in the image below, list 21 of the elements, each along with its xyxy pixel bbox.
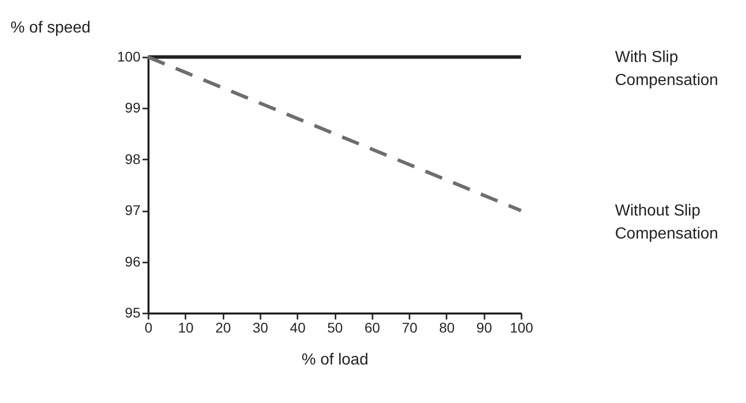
x-tick-label: 80 [439,320,455,336]
x-tick-label: 100 [510,320,534,336]
x-tick-label: 90 [476,320,492,336]
x-tick-label: 30 [252,320,268,336]
text: Without Slip Compensation [615,202,718,243]
x-axis-title: % of load [302,352,368,368]
x-tick-label: 50 [327,320,343,336]
x-tick-label: 40 [290,320,306,336]
x-tick-label: 10 [178,320,194,336]
y-tick-label: 98 [124,150,141,167]
x-tick-label: 20 [215,320,232,336]
y-tick-label: 97 [124,202,141,218]
x-tick-label: 70 [402,320,418,336]
y-tick-label: 100 [117,48,141,64]
y-tick-label: 96 [124,253,141,270]
x-tick-label: 60 [364,320,380,336]
text: With Slip Compensation [615,49,718,89]
y-tick-label: 95 [124,304,141,320]
x-tick-label: 0 [144,320,153,336]
y-tick-label: 99 [124,100,141,116]
y-axis-title: % of speed [10,20,91,36]
